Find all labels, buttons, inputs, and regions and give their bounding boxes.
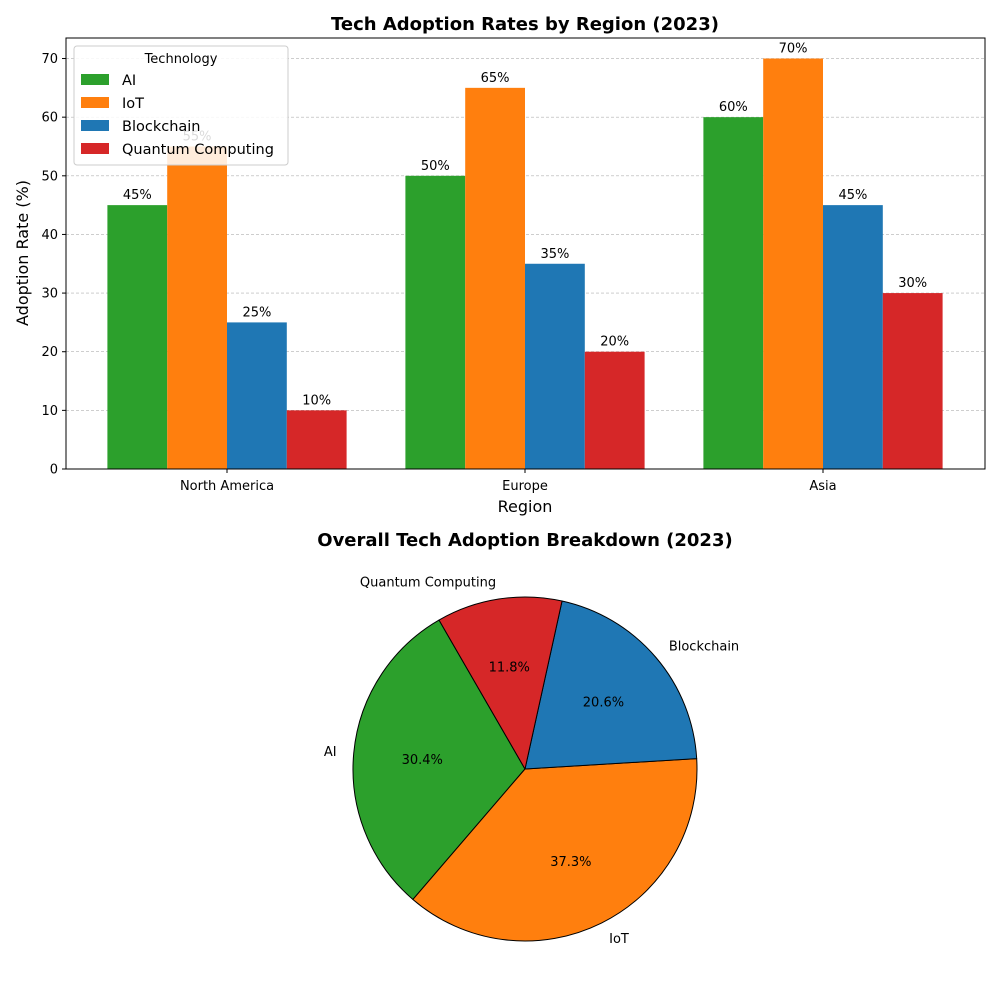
legend-entry: IoT xyxy=(122,96,144,112)
y-axis-ticks: 0 10 20 30 40 50 60 70 xyxy=(41,52,66,478)
y-tick-label: 10 xyxy=(41,404,58,419)
y-axis-label: Adoption Rate (%) xyxy=(13,180,32,326)
bar-data-label: 50% xyxy=(421,159,450,174)
bar-data-label: 45% xyxy=(838,188,867,203)
x-tick-label: North America xyxy=(180,479,274,494)
legend-entry: AI xyxy=(122,73,136,89)
bar xyxy=(227,322,287,469)
bar-data-label: 35% xyxy=(540,247,569,262)
bar xyxy=(882,293,943,469)
y-tick-label: 0 xyxy=(50,463,58,478)
bar-data-label: 20% xyxy=(600,335,629,350)
pie-slice-label: Blockchain xyxy=(669,640,739,655)
bar-data-label: 25% xyxy=(242,305,271,320)
pie-chart: 30.4% AI 37.3% IoT 20.6% Blockchain 11.8% Quant… xyxy=(324,576,739,947)
bar xyxy=(286,410,347,469)
bar xyxy=(465,87,525,469)
x-tick-label: Asia xyxy=(809,479,836,494)
pie-pct-label: 20.6% xyxy=(583,695,624,710)
y-tick-label: 50 xyxy=(41,169,58,184)
legend: Technology AI IoT Blockchain Quantum Comput… xyxy=(73,45,289,166)
y-tick-label: 60 xyxy=(41,111,58,126)
bar xyxy=(763,58,823,470)
legend-swatch xyxy=(81,97,109,108)
bar xyxy=(525,263,585,469)
y-tick-label: 40 xyxy=(41,228,58,243)
bar xyxy=(167,146,227,470)
pie-chart-title: Overall Tech Adoption Breakdown (2023) xyxy=(317,530,732,551)
bar-data-label: 45% xyxy=(123,188,152,203)
pie-pct-label: 37.3% xyxy=(550,855,591,870)
legend-title: Technology xyxy=(144,52,218,67)
pie-pct-label: 30.4% xyxy=(402,753,443,768)
pie-pct-label: 11.8% xyxy=(489,661,530,676)
legend-entry: Blockchain xyxy=(122,119,200,135)
pie-slice-label: IoT xyxy=(609,932,629,947)
bar-chart-title: Tech Adoption Rates by Region (2023) xyxy=(331,14,719,35)
bar xyxy=(823,205,883,470)
bar-data-label: 30% xyxy=(898,276,927,291)
pie-slice-label: Quantum Computing xyxy=(360,576,496,591)
y-tick-label: 30 xyxy=(41,287,58,302)
bar-data-label: 70% xyxy=(779,42,808,57)
legend-frame xyxy=(73,45,289,166)
bar xyxy=(107,205,168,470)
y-tick-label: 20 xyxy=(41,345,58,360)
legend-swatch xyxy=(81,74,109,85)
legend-entry: Quantum Computing xyxy=(122,142,274,158)
x-tick-label: Europe xyxy=(502,479,548,494)
pie-slice xyxy=(352,619,526,900)
bar-data-label: 10% xyxy=(302,393,331,408)
bar xyxy=(703,117,764,469)
pie-slice xyxy=(412,758,698,942)
pie-slice xyxy=(438,596,563,770)
x-axis-ticks: North America Europe Asia xyxy=(180,469,837,494)
legend-swatch xyxy=(81,143,109,154)
bar-data-label: 65% xyxy=(481,71,510,86)
pie-slice-label: AI xyxy=(324,745,337,760)
y-tick-label: 70 xyxy=(41,52,58,67)
bar xyxy=(405,175,466,469)
x-axis-label: Region xyxy=(498,497,553,516)
bar xyxy=(584,351,645,469)
bar-chart-bars xyxy=(107,58,943,470)
pie-slice xyxy=(524,600,698,770)
bar-data-label: 60% xyxy=(719,100,748,115)
legend-swatch xyxy=(81,120,109,131)
